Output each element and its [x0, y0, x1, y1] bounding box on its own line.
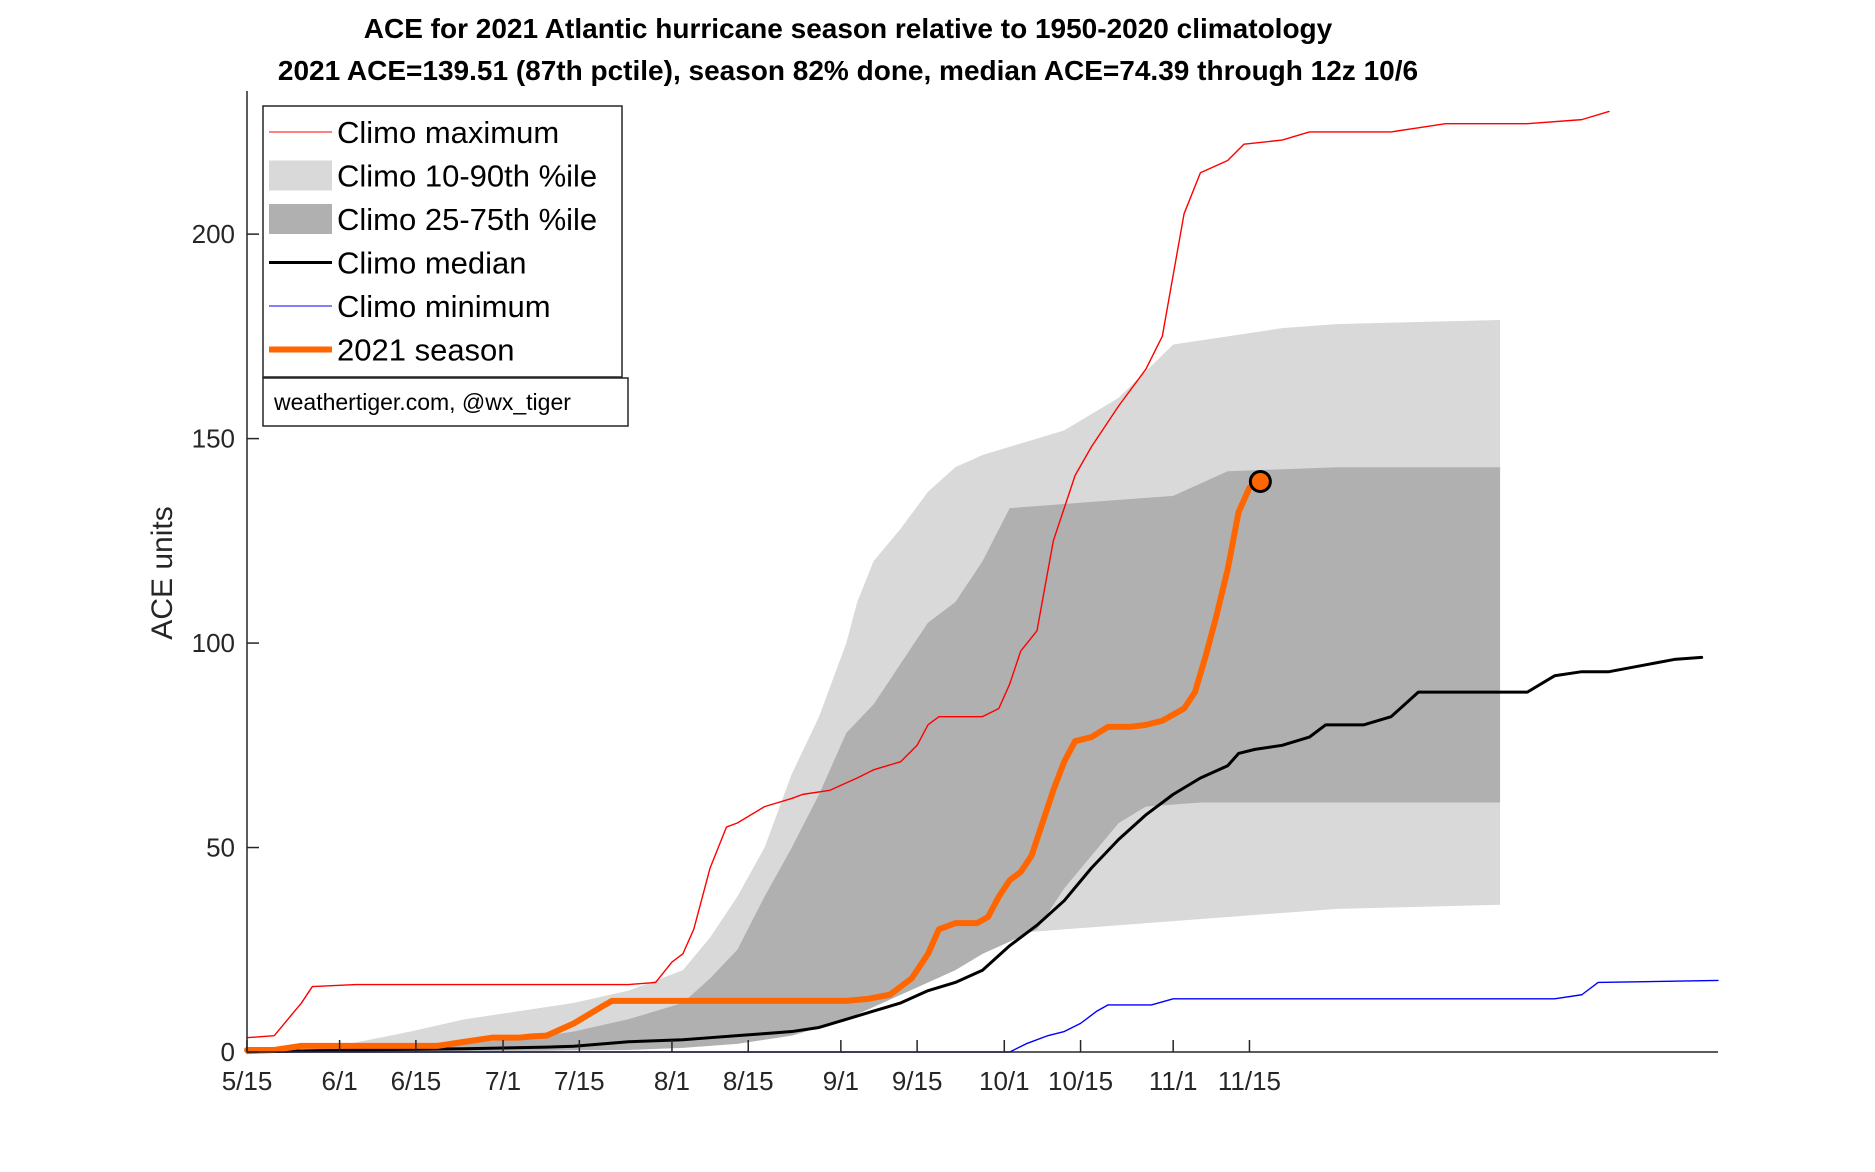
- x-tick-label: 9/15: [892, 1066, 943, 1096]
- legend-label-climo-maximum: Climo maximum: [337, 115, 559, 150]
- y-axis-label: ACE units: [146, 506, 179, 639]
- plot-area: [244, 110, 1719, 1054]
- chart-subtitle: 2021 ACE=139.51 (87th pctile), season 82…: [278, 55, 1418, 86]
- x-tick-label: 9/1: [823, 1066, 859, 1096]
- series-min-line: [246, 979, 1719, 1053]
- y-tick-label: 100: [192, 628, 235, 658]
- credit-box-frame: [262, 377, 629, 427]
- legend: Climo maximum Climo 10-90th %ile Climo 25-…: [262, 105, 623, 378]
- credit-text: weathertiger.com, @wx_tiger: [273, 389, 571, 415]
- y-tick-label: 0: [221, 1037, 235, 1067]
- credit-box: weathertiger.com, @wx_tiger: [262, 377, 629, 427]
- x-tick-label: 6/15: [391, 1066, 442, 1096]
- x-tick-label: 7/1: [485, 1066, 521, 1096]
- x-tick-label: 10/15: [1048, 1066, 1113, 1096]
- series-max-line: [246, 110, 1610, 1039]
- legend-label-climo-25-75th-ile: Climo 25-75th %ile: [337, 202, 597, 237]
- x-tick-label: 6/1: [322, 1066, 358, 1096]
- chart-title: ACE for 2021 Atlantic hurricane season r…: [364, 13, 1333, 44]
- legend-label-climo-median: Climo median: [337, 246, 527, 281]
- legend-label-climo-minimum: Climo minimum: [337, 289, 551, 324]
- x-tick-label: 8/1: [654, 1066, 690, 1096]
- x-tick-label: 8/15: [723, 1066, 774, 1096]
- axes: 0 50 100 150 200 5/15 6/1 6/15 7/1 7/15 8/1 8/15 9/1…: [192, 91, 1718, 1096]
- legend-label-climo-10-90th-ile: Climo 10-90th %ile: [337, 159, 597, 194]
- legend-swatch-climo-10-90th-ile: [269, 160, 332, 191]
- x-tick-label: 7/15: [554, 1066, 605, 1096]
- legend-frame: [262, 105, 623, 378]
- legend-label-2021-season: 2021 season: [337, 333, 515, 368]
- y-tick-label: 150: [192, 424, 235, 454]
- x-tick-label: 11/1: [1149, 1066, 1198, 1096]
- series-lines: [244, 110, 1719, 1054]
- x-tick-label: 11/15: [1218, 1066, 1281, 1096]
- percentile-bands: [247, 320, 1501, 1052]
- series-2021-line: [244, 478, 1264, 1053]
- y-tick-label: 200: [192, 219, 235, 249]
- band-25-75: [247, 467, 1501, 1052]
- x-tick-label: 5/15: [222, 1066, 273, 1096]
- x-tick-label: 10/1: [979, 1066, 1030, 1096]
- legend-swatch-climo-25-75th-ile: [269, 204, 332, 234]
- endpoint-marker-group: [1248, 469, 1272, 493]
- y-tick-label: 50: [206, 833, 235, 863]
- endpoint-marker: [1248, 469, 1272, 493]
- series-median-line: [245, 655, 1704, 1054]
